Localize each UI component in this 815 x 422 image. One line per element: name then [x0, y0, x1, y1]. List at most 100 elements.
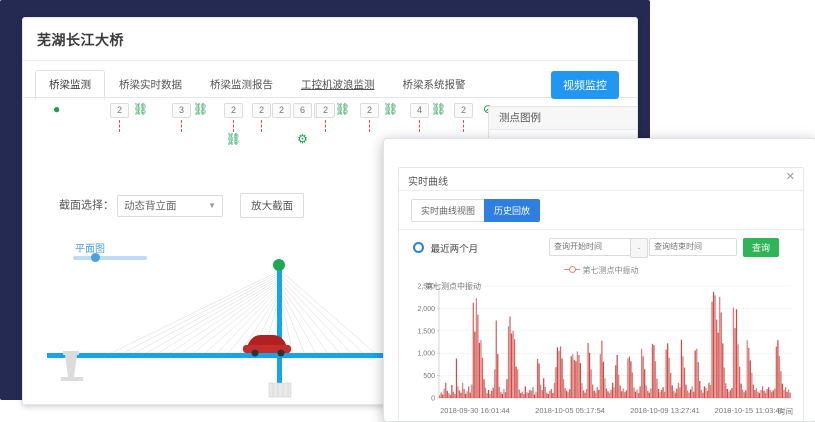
modal-tab-0[interactable]: 实时曲线视图: [411, 199, 486, 222]
sensor-badges: 2: [109, 103, 130, 118]
y-tick-label: 0: [431, 396, 435, 403]
section-select-dropdown[interactable]: 动态背立面 ▼: [117, 194, 224, 217]
sensor-stem-icon: [261, 120, 262, 132]
tabbar-divider: [23, 97, 637, 98]
sensor-count-badge: 2: [252, 103, 271, 118]
modal-tab-1[interactable]: 历史回放: [484, 199, 541, 222]
sensor-group-13[interactable]: ⛓: [431, 103, 446, 115]
sensor-count-badge: 2: [454, 103, 473, 118]
modal-tabs-divider: [399, 229, 803, 230]
tab-3[interactable]: 工控机波浪监测: [301, 79, 375, 91]
cable-fan-right: [280, 270, 378, 356]
sensor-group-11[interactable]: ⛓: [383, 103, 398, 115]
x-tick-label: 2018-10-09 13:27:41: [630, 406, 700, 415]
tab-4[interactable]: 桥梁系统报警: [402, 79, 466, 91]
query-start-date-input[interactable]: [549, 238, 637, 256]
sensor-group-0[interactable]: ●: [53, 103, 60, 115]
date-range-separator: -: [630, 238, 648, 258]
sensor-badges: 2: [251, 103, 272, 118]
sensor-count-badge: 3: [172, 103, 191, 118]
sensor-icon[interactable]: ⛓: [193, 102, 209, 116]
main-tabbar: 桥梁监测 桥梁实时数据 桥梁监测报告 工控机波浪监测 桥梁系统报警: [35, 70, 635, 100]
title-divider: [23, 60, 637, 61]
x-tick-label: 2018-10-15 11:03:41: [714, 406, 784, 415]
sensor-icon[interactable]: ⛓: [133, 102, 149, 116]
bridge-illustration: [47, 259, 447, 398]
pier-base: [268, 382, 292, 398]
page-title: 芜湖长江大桥: [37, 32, 124, 48]
plan-view-slider-track[interactable]: [73, 256, 147, 260]
section-selector-row: 截面选择： 动态背立面 ▼ 放大截面: [59, 193, 305, 218]
sensor-group-3[interactable]: 3: [171, 103, 192, 133]
sensor-stem-icon: [463, 120, 464, 132]
sensor-group-6[interactable]: 2: [251, 103, 272, 133]
chart-x-axis: 时间 2018-09-30 16:01:44 2018-10-05 05:17:5…: [405, 406, 797, 418]
modal-title: 实时曲线: [408, 177, 448, 188]
y-tick-label: 2,000: [417, 306, 435, 313]
sensor-icon[interactable]: ⛓: [335, 102, 351, 116]
sensor-group-9[interactable]: ⛓: [335, 103, 350, 115]
sensor-stem-icon: [419, 120, 420, 132]
tab-0[interactable]: 桥梁监测: [35, 70, 105, 100]
sensor-group-8[interactable]: 2: [315, 103, 336, 133]
sensor-badges: 2: [223, 103, 244, 118]
sensor-badges: 3: [171, 103, 192, 118]
legend-label: 第七测点中振动: [582, 266, 639, 275]
query-end-date-input[interactable]: [649, 238, 737, 256]
sensor-group-5[interactable]: 2 ⛓: [223, 103, 244, 145]
vibration-chart: 第七测点中振动 0 500 1,000 1,500 2,000 2,500: [405, 278, 797, 406]
plan-view-slider-knob[interactable]: [91, 253, 100, 262]
chart-legend[interactable]: 第七测点中振动: [399, 265, 803, 276]
sensor-stem-icon: [369, 120, 370, 132]
cable-fan-left: [106, 270, 280, 356]
sensor-count-badge: 6: [293, 103, 312, 118]
section-select-value: 动态背立面: [124, 199, 177, 212]
close-icon[interactable]: ✕: [785, 171, 795, 183]
sensor-icon[interactable]: ⛓: [383, 102, 399, 116]
tab-1[interactable]: 桥梁实时数据: [119, 79, 182, 91]
abutment-left: [61, 351, 83, 381]
car-icon: [243, 335, 291, 357]
plan-view-label: 平面图: [75, 244, 105, 255]
zoom-section-button[interactable]: 放大截面: [240, 193, 305, 218]
sensor-stem-icon: [325, 120, 326, 132]
sensor-count-badge: 2: [110, 103, 129, 118]
y-tick-label: 500: [423, 373, 435, 380]
sensor-group-10[interactable]: 2: [359, 103, 380, 133]
video-monitor-button[interactable]: 视频监控: [551, 71, 619, 99]
sensor-icon[interactable]: ⛓: [225, 132, 242, 146]
sensor-group-1[interactable]: 2: [109, 103, 130, 133]
query-button[interactable]: 查询: [743, 238, 780, 257]
sensor-group-12[interactable]: 4: [409, 103, 430, 133]
sensor-icon[interactable]: ⛓: [431, 102, 447, 116]
y-tick-label: 1,000: [417, 351, 435, 358]
sensor-icon[interactable]: ●: [53, 102, 61, 116]
sensor-group-2[interactable]: ⛓: [133, 103, 148, 115]
x-tick-label: 2018-09-30 16:01:44: [440, 406, 510, 415]
sensor-badges: 4: [409, 103, 430, 118]
recent-two-months-radio[interactable]: 最近两个月: [413, 241, 478, 255]
sensor-group-4[interactable]: ⛓: [193, 103, 208, 115]
sensor-group-14[interactable]: 2: [453, 103, 474, 133]
section-select-label: 截面选择：: [59, 199, 114, 212]
chart-title: 第七测点中振动: [425, 282, 481, 291]
chart-canvas: 0 500 1,000 1,500 2,000 2,500: [417, 284, 791, 403]
tab-2[interactable]: 桥梁监测报告: [210, 79, 273, 91]
legend-marker-icon: [563, 266, 580, 273]
x-axis-label: 时间: [778, 407, 793, 416]
x-tick-label: 2018-10-05 05:17:54: [535, 406, 605, 415]
query-row: 最近两个月 - 查询: [399, 237, 803, 263]
legend-panel-header: 测点图例: [489, 107, 637, 130]
y-tick-label: 1,500: [417, 328, 435, 335]
chevron-down-icon: ▼: [208, 200, 217, 210]
sensor-icon[interactable]: ⚙: [297, 132, 308, 146]
backdrop-white-gap: [650, 0, 815, 138]
sensor-count-badge: 4: [410, 103, 429, 118]
sensor-ribbon: ●2⛓3⛓2⛓2265⚙2⛓2⛓4⛓2⊘: [23, 103, 637, 155]
recent-two-months-label: 最近两个月: [430, 244, 479, 255]
pier-hatch: [272, 383, 289, 397]
sensor-stem-icon: [119, 120, 120, 132]
y-tick-label: 2,500: [417, 284, 435, 291]
